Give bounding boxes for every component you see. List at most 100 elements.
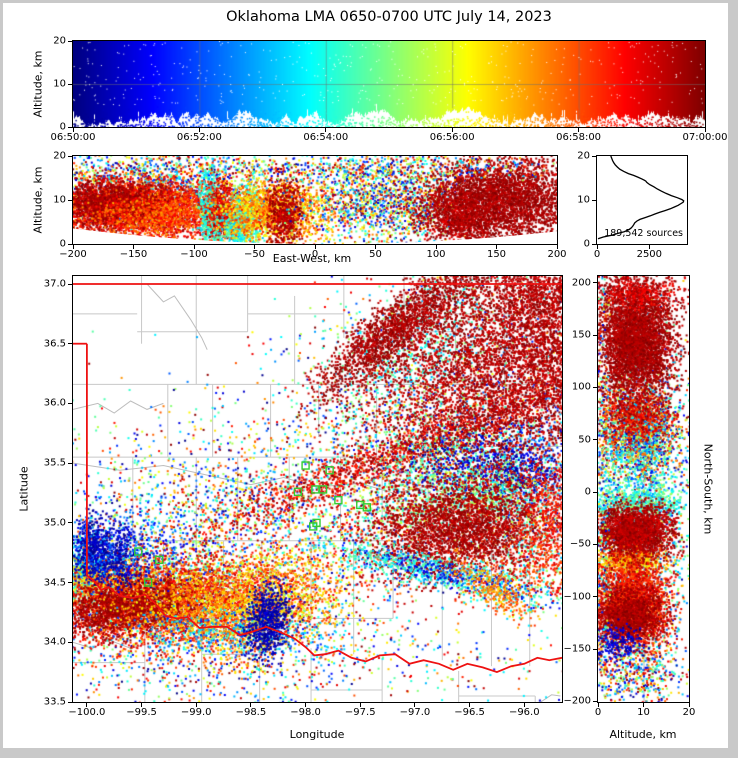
x-axis-tick-label: 06:50:00 [50,132,96,143]
x-axis-tick-label: 0 [594,707,602,718]
y-axis-tick-label: 0 [584,486,591,498]
x-axis-tick-label: 2500 [636,249,663,260]
x-axis-tick-mark [704,128,706,132]
x-axis-tick-label: 20 [682,707,696,718]
y-axis-tick-mark [592,155,596,157]
lma-station-marker [334,495,343,505]
y-axis-tick-mark [68,343,72,345]
y-axis-tick-label: 37.0 [43,278,66,290]
lma-station-marker [309,522,318,531]
north-south-ylabel: North-South, km [701,443,715,535]
y-axis-tick-mark [593,700,597,702]
x-axis-tick-label: 100 [426,249,446,260]
x-axis-tick-label: −96.5 [454,707,485,718]
x-axis-tick-mark [496,245,497,249]
time-height-ylabel: Altitude, km [31,50,45,118]
y-axis-tick-label: 20 [577,150,590,162]
y-axis-tick-mark [592,243,596,245]
x-axis-tick-label: −97.5 [344,707,376,718]
x-axis-tick-label: 0 [593,249,601,260]
y-axis-tick-label: 150 [571,329,591,341]
plan-view-plot-area [73,276,562,702]
x-axis-tick-label: 200 [547,249,567,260]
x-axis-tick-mark [435,245,437,249]
x-axis-tick-mark [250,703,252,707]
north-south-plot-area [598,276,689,702]
east-west-plot-area [73,156,557,244]
y-axis-tick-label: 36.0 [43,397,66,409]
x-axis-tick-mark [141,703,143,707]
x-axis-tick-mark [133,245,134,249]
x-axis-tick-mark [469,703,471,707]
north-south-cross-section-panel: 0 10 20 200 150 100 50 0 −50 −100 −150 −200 [564,275,695,718]
lma-station-marker [318,485,328,494]
y-axis-tick-label: −100 [563,591,591,603]
x-axis-tick-label: −96.0 [508,707,540,718]
x-axis-tick-label: −97.0 [399,707,431,718]
y-axis-tick-mark [593,282,597,284]
lma-station-marker [325,466,334,475]
y-axis-tick-mark [593,596,597,598]
x-axis-tick-mark [86,703,88,707]
east-west-xlabel: East-West, km [272,252,352,265]
east_west-scatter-canvas [73,156,557,244]
source-count-annotation: 189,542 sources [604,228,683,239]
lma-station-marker [134,547,143,556]
y-axis-tick-label: 20 [53,35,66,47]
y-axis-tick-label: 34.0 [43,636,66,648]
x-axis-tick-mark [578,128,580,132]
y-axis-tick-mark [68,126,72,128]
time_height-scatter-canvas [73,41,705,127]
x-axis-tick-mark [375,245,376,249]
time-height-plot-area [73,41,705,127]
north_south-scatter-canvas [598,276,689,702]
x-axis-tick-mark [193,245,195,249]
x-axis-tick-label: −200 [59,249,87,260]
x-axis-tick-mark [198,128,200,132]
y-axis-tick-mark [68,701,72,703]
x-axis-tick-mark [254,245,255,249]
x-axis-tick-label: −100 [180,249,208,260]
y-axis-tick-label: 0 [59,238,66,250]
x-axis-tick-mark [305,703,307,707]
y-axis-tick-mark [68,283,72,285]
east-west-cross-section-panel: −200 −150 −100 −50 0 50 100 150 200 0 10 20 [53,151,566,261]
x-axis-tick-label: −98.5 [235,707,267,718]
x-axis-tick-label: 06:56:00 [429,132,475,143]
y-axis-tick-mark [68,199,72,201]
x-axis-tick-mark [325,128,327,132]
x-axis-tick-label: 07:00:00 [682,132,728,143]
x-axis-tick-mark [597,703,599,707]
x-axis-tick-label: 10 [637,707,650,718]
y-axis-tick-mark [68,155,72,157]
y-axis-tick-mark [68,243,72,245]
y-axis-tick-label: 36.5 [43,338,66,350]
x-axis-tick-label: −99.5 [126,707,157,718]
x-axis-tick-label: 150 [486,249,507,260]
y-axis-tick-mark [593,648,597,650]
oklahoma-border-line [86,574,562,674]
y-axis-tick-label: 20 [53,150,66,162]
latitude-ylabel: Latitude [17,466,31,512]
time-height-panel: 06:50:00 06:52:00 06:54:00 06:56:00 06:58:00… [51,36,728,144]
y-axis-tick-mark [68,641,72,643]
x-axis-tick-mark [643,703,644,707]
x-axis-tick-mark [195,703,197,707]
histogram-curve-layer [597,156,685,240]
y-axis-tick-mark [68,83,72,85]
x-axis-tick-mark [359,703,361,707]
lma-station-marker [301,461,310,470]
y-axis-tick-label: 35.5 [43,457,66,469]
x-axis-tick-mark [451,128,453,132]
plan_view-scatter-canvas [73,276,562,702]
y-axis-tick-mark [68,462,72,464]
y-axis-tick-mark [592,199,596,201]
x-axis-tick-label: −99.0 [180,707,212,718]
x-axis-tick-mark [523,703,525,707]
x-axis-tick-label: −98.0 [290,707,321,718]
lma-station-marker [293,487,303,497]
altitude-xlabel-ns: Altitude, km [609,728,677,741]
longitude-xlabel: Longitude [289,728,345,741]
x-axis-tick-mark [648,245,650,249]
